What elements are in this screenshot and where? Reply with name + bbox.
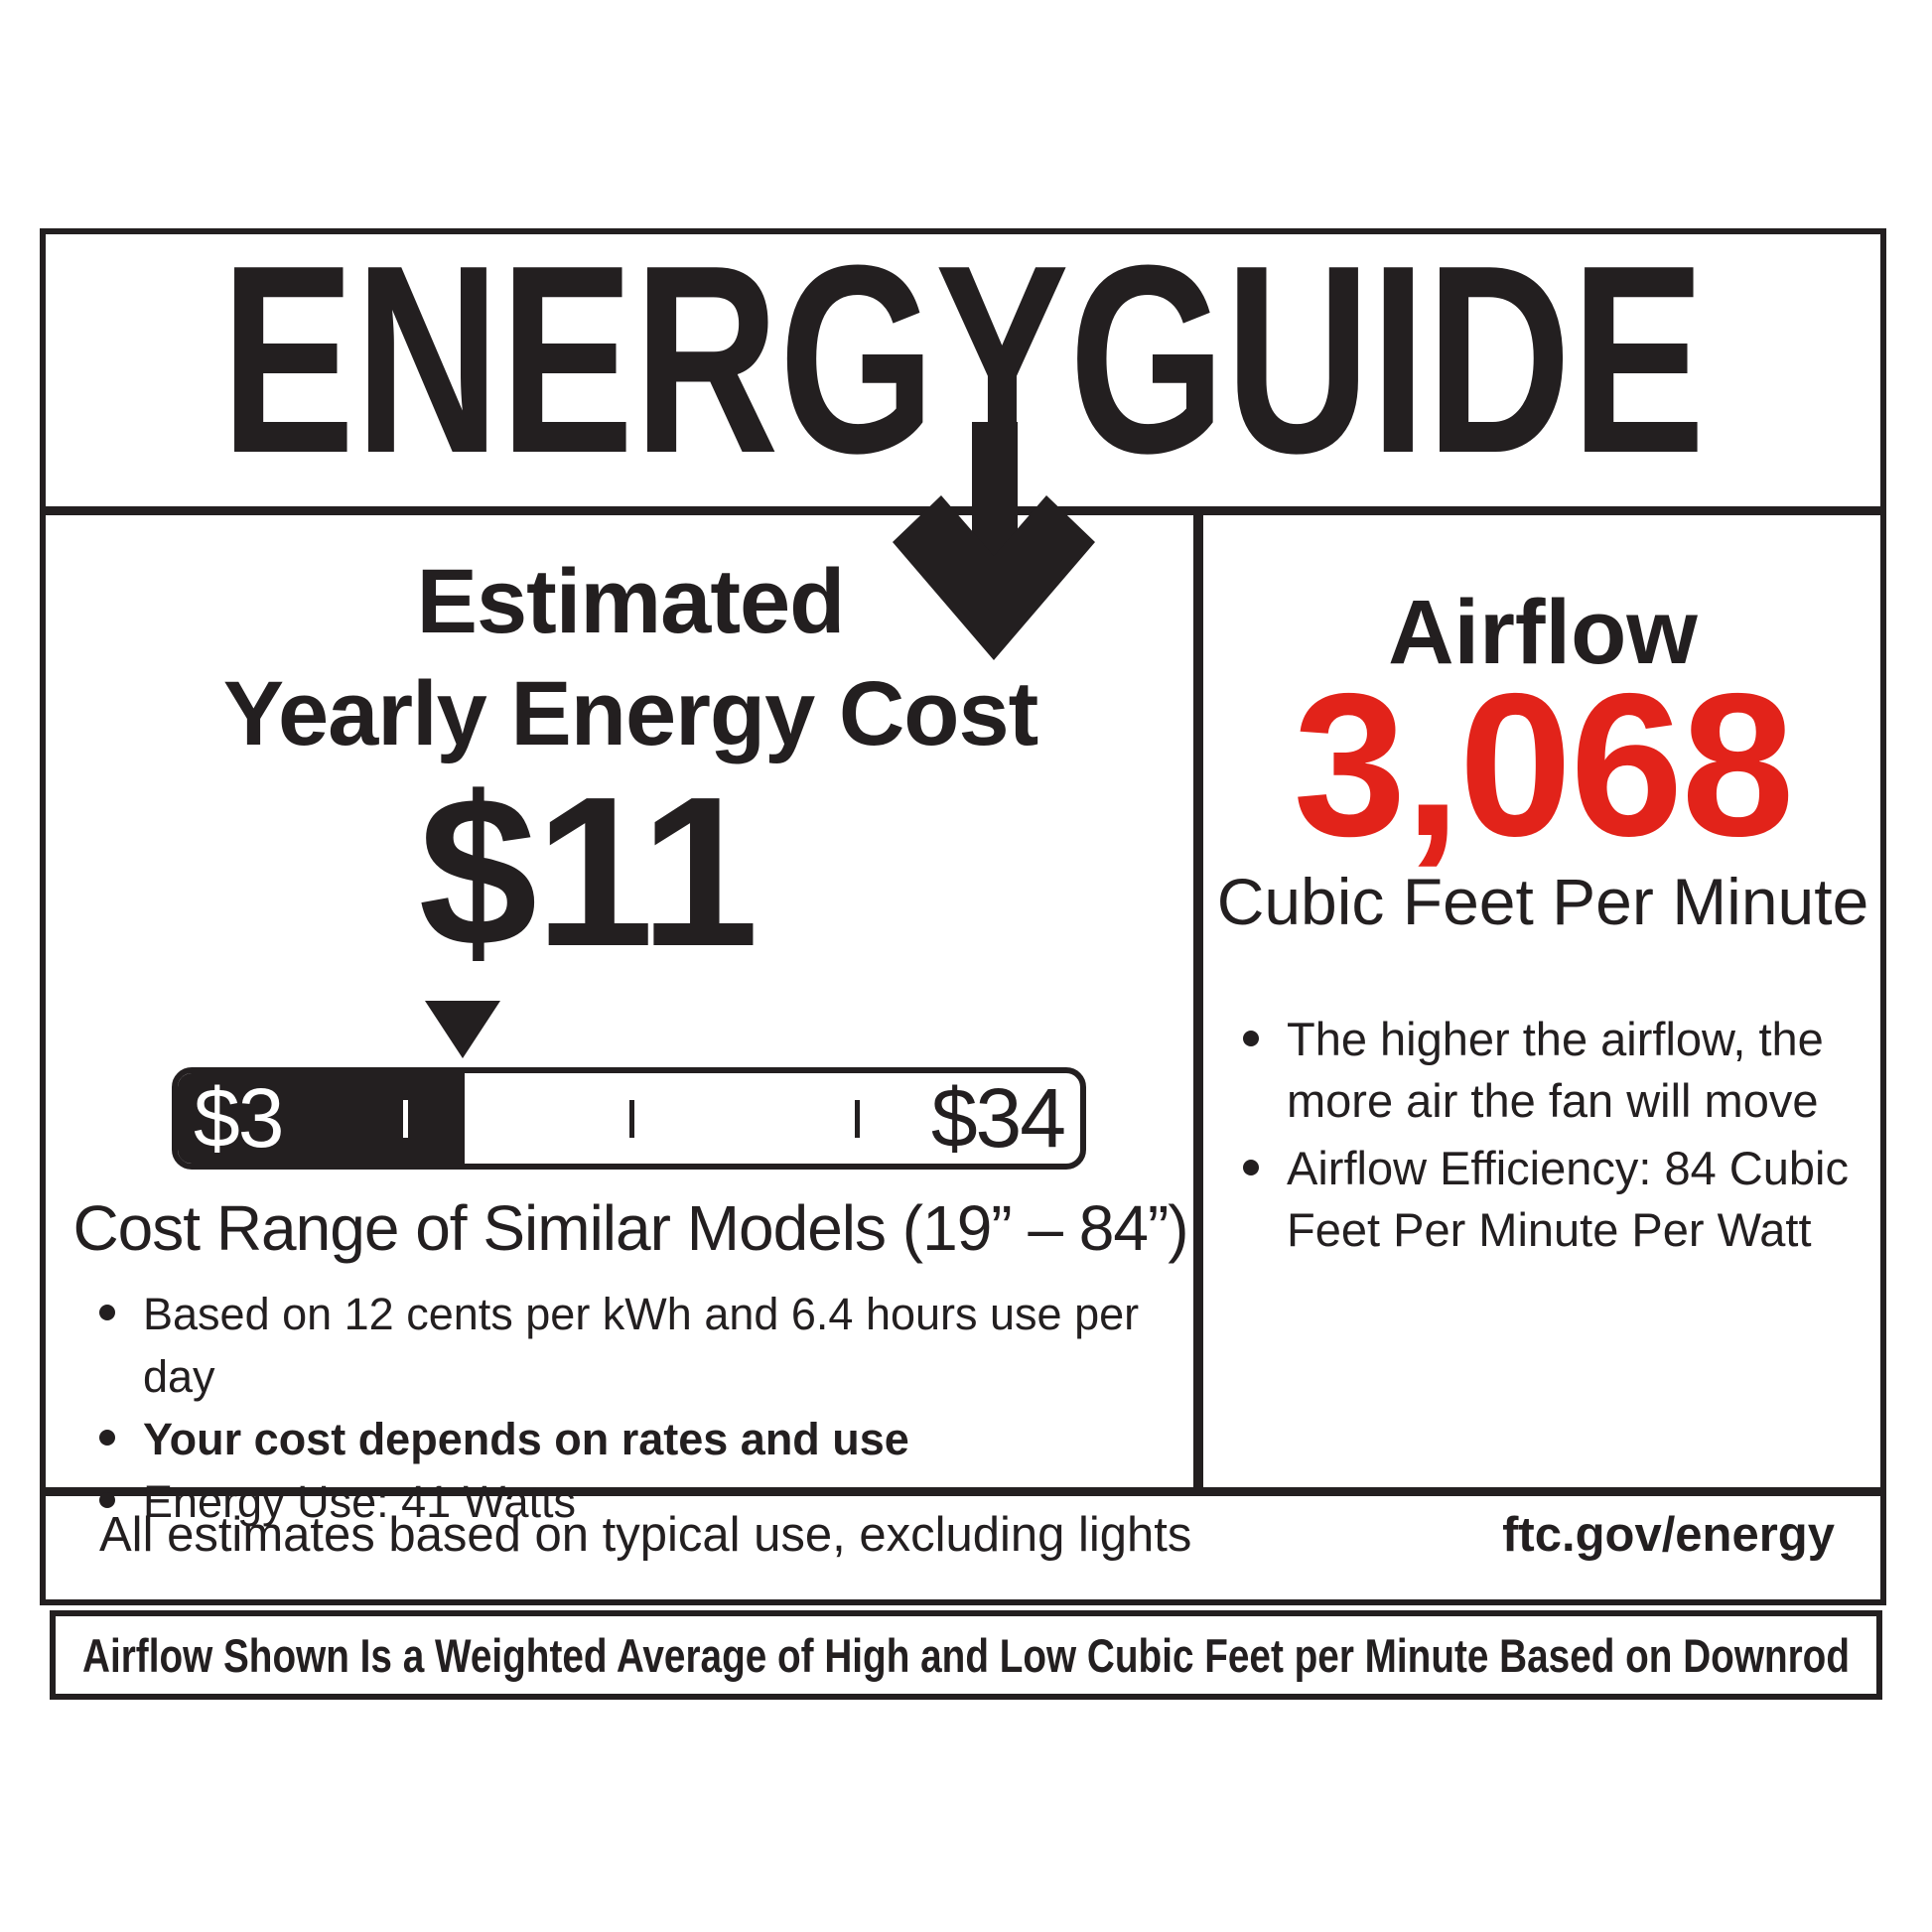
ftc-url: ftc.gov/energy [1502, 1508, 1835, 1562]
airflow-banner: Airflow Shown Is a Weighted Average of H… [50, 1610, 1882, 1700]
list-item: Based on 12 cents per kWh and 6.4 hours … [99, 1283, 1191, 1408]
bullet-text: Based on 12 cents per kWh and 6.4 hours … [143, 1289, 1140, 1402]
bullet-dot [99, 1492, 115, 1508]
footer-rule [40, 1487, 1886, 1496]
cost-range-caption: Cost Range of Similar Models (19” – 84”) [72, 1192, 1188, 1264]
bullet-text: Airflow Efficiency: 84 Cubic Feet Per Mi… [1287, 1142, 1849, 1256]
list-item: Your cost depends on rates and use [99, 1408, 1191, 1470]
list-item: The higher the airflow, the more air the… [1243, 1009, 1888, 1132]
bar-min-label: $3 [194, 1071, 284, 1165]
cost-range-bar: $3 $34 [172, 1067, 1086, 1170]
airflow-heading: Airflow [1388, 582, 1698, 683]
bar-tick-25 [403, 1100, 409, 1138]
right-bullet-list: The higher the airflow, the more air the… [1243, 1009, 1888, 1267]
estimated-cost-heading: Estimated Yearly Energy Cost [46, 546, 1215, 770]
cost-bar-fill [178, 1073, 466, 1164]
banner-text-svg: Airflow Shown Is a Weighted Average of H… [82, 1629, 1850, 1682]
airflow-unit: Cubic Feet Per Minute [1216, 865, 1869, 938]
left-bullet-list: Based on 12 cents per kWh and 6.4 hours … [99, 1283, 1191, 1533]
heading-line-1: Estimated [416, 551, 846, 652]
bullet-text: Your cost depends on rates and use [143, 1414, 909, 1464]
label-border-box [40, 228, 1886, 1605]
bullet-text: Energy Use: 41 Watts [143, 1476, 577, 1527]
bar-tick-75 [854, 1100, 860, 1138]
bullet-dot [1243, 1160, 1259, 1175]
logo-text: ENERGYGUIDE [221, 234, 1706, 473]
column-divider [1193, 506, 1203, 1496]
list-item: Airflow Efficiency: 84 Cubic Feet Per Mi… [1243, 1138, 1888, 1261]
footer-note: All estimates based on typical use, excl… [99, 1508, 1192, 1562]
airflow-value: 3,068 [1293, 651, 1794, 879]
heading-line-2: Yearly Energy Cost [222, 663, 1039, 764]
banner-text: Airflow Shown Is a Weighted Average of H… [82, 1629, 1850, 1682]
bullet-dot [1243, 1031, 1259, 1046]
bullet-dot [99, 1430, 115, 1446]
list-item: Energy Use: 41 Watts [99, 1470, 1191, 1533]
header-rule [40, 506, 1886, 515]
bullet-text: The higher the airflow, the more air the… [1287, 1013, 1824, 1127]
energyguide-logo: ENERGYGUIDE [221, 234, 1706, 473]
bullet-dot [99, 1305, 115, 1320]
bar-max-label: $34 [930, 1071, 1066, 1165]
bar-tick-50 [628, 1100, 634, 1138]
cost-marker-icon [424, 1001, 500, 1058]
yearly-cost-value: $11 [418, 752, 759, 991]
bar-labels: $3 $34 [178, 1073, 1080, 1164]
